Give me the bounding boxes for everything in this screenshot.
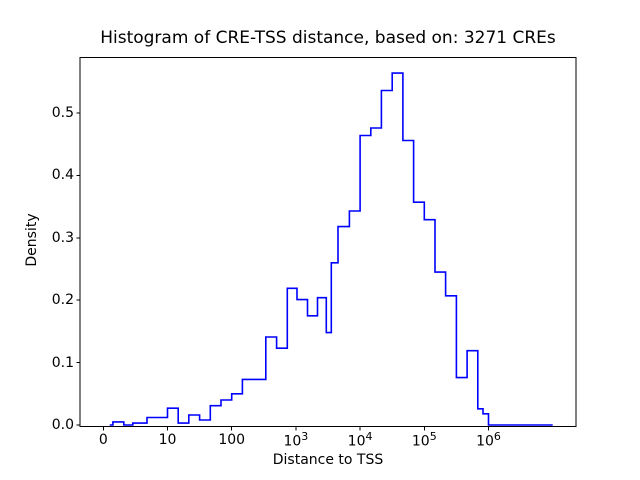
x-tick-label-1e4: 104 — [330, 430, 390, 451]
y-tick-label-0.4: 0.4 — [51, 167, 74, 184]
y-tick-label-0.0: 0.0 — [51, 417, 74, 433]
histogram-line — [109, 72, 553, 426]
axes-frame — [79, 57, 577, 427]
x-tick-exponent: 4 — [365, 430, 373, 443]
plot-title: Histogram of CRE-TSS distance, based on:… — [100, 28, 556, 48]
y-tick-label-0.1: 0.1 — [51, 354, 74, 371]
x-tick-marks — [102, 426, 489, 431]
y-tick-label-0.5: 0.5 — [51, 105, 74, 121]
x-tick-label-1e5: 105 — [394, 430, 454, 451]
x-tick-label-10: 10 — [158, 432, 177, 448]
x-tick-label-100: 100 — [218, 432, 246, 448]
y-tick-marks — [76, 112, 80, 426]
x-axis-label: Distance to TSS — [272, 452, 384, 468]
y-tick-label-0.3: 0.3 — [51, 229, 74, 246]
x-tick-base: 10 — [476, 433, 494, 450]
x-tick-label-1e3: 103 — [266, 430, 326, 451]
x-tick-base: 10 — [411, 433, 430, 450]
x-tick-base: 10 — [283, 433, 302, 450]
x-tick-exponent: 6 — [493, 430, 501, 443]
x-tick-exponent: 3 — [301, 430, 309, 443]
y-tick-label-0.2: 0.2 — [51, 292, 74, 309]
x-tick-label-1e6: 106 — [459, 430, 519, 451]
x-tick-label-0: 0 — [98, 432, 108, 448]
x-tick-exponent: 5 — [429, 430, 437, 443]
x-tick-base: 10 — [347, 433, 366, 450]
